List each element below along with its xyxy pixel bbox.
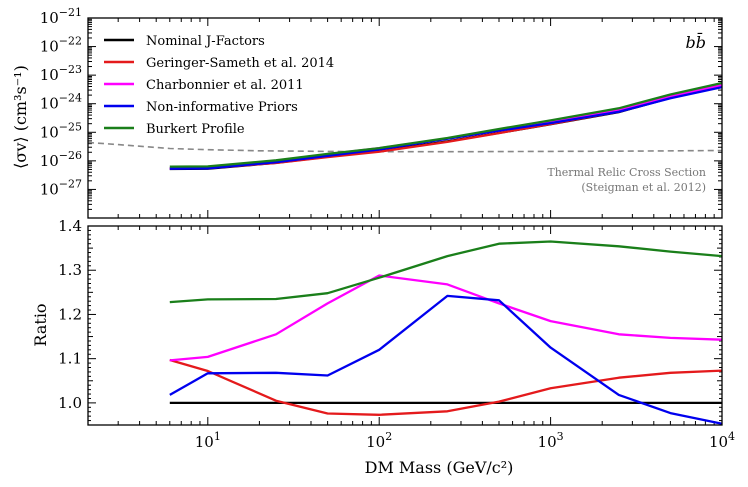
bottom-series-2 bbox=[169, 274, 723, 362]
top-ytick-label: 10−25 bbox=[40, 120, 82, 141]
top-y-axis-label: ⟨σv⟩ (cm³s⁻¹) bbox=[11, 65, 30, 169]
top-ytick-label: 10−23 bbox=[40, 63, 82, 84]
channel-label: bb̄ bbox=[686, 31, 706, 52]
bottom-y-axis-label: Ratio bbox=[31, 303, 50, 346]
legend: Nominal J-Factors Geringer-Sameth et al. … bbox=[104, 34, 334, 137]
bottom-panel-frame bbox=[87, 225, 723, 426]
legend-label: Non-informative Priors bbox=[146, 100, 298, 115]
thermal-relic-line bbox=[87, 141, 723, 153]
bottom-ytick-label: 1.3 bbox=[58, 261, 82, 279]
legend-label: Charbonnier et al. 2011 bbox=[146, 78, 304, 93]
bottom-panel-series bbox=[169, 240, 723, 425]
top-ytick-label: 10−27 bbox=[40, 177, 82, 198]
bottom-series-1 bbox=[169, 358, 723, 416]
thermal-relic-annotation-line-1: Thermal Relic Cross Section bbox=[547, 166, 706, 179]
x-axis-label: DM Mass (GeV/c²) bbox=[365, 458, 514, 477]
x-tick-label: 104 bbox=[709, 430, 735, 451]
x-tick-label: 101 bbox=[195, 430, 221, 451]
x-tick-labels: 101 102 103 104 bbox=[195, 430, 735, 451]
top-ytick-label: 10−22 bbox=[40, 35, 82, 56]
legend-label: Geringer-Sameth et al. 2014 bbox=[146, 56, 334, 71]
top-ytick-label: 10−26 bbox=[40, 149, 82, 170]
top-panel-series bbox=[169, 81, 723, 171]
bottom-series-4 bbox=[169, 240, 723, 304]
legend-label: Burkert Profile bbox=[146, 122, 245, 137]
bottom-ytick-label: 1.0 bbox=[58, 394, 82, 412]
bottom-ytick-label: 1.1 bbox=[58, 350, 82, 368]
bottom-series-3 bbox=[169, 294, 723, 425]
bottom-panel-ytick-labels: 1.0 1.1 1.2 1.3 1.4 bbox=[58, 217, 82, 412]
bottom-ytick-label: 1.4 bbox=[58, 217, 82, 235]
x-tick-label: 102 bbox=[366, 430, 392, 451]
top-panel-frame bbox=[87, 17, 723, 219]
thermal-relic-reference bbox=[87, 141, 723, 153]
bottom-ytick-label: 1.2 bbox=[58, 305, 82, 323]
thermal-relic-annotation-line-2: (Steigman et al. 2012) bbox=[581, 181, 706, 194]
top-ytick-label: 10−21 bbox=[40, 6, 82, 27]
top-ytick-label: 10−24 bbox=[40, 92, 82, 113]
legend-label: Nominal J-Factors bbox=[146, 34, 265, 49]
top-panel-ytick-labels: 10−27 10−26 10−25 10−24 10−23 10−22 10−21 bbox=[40, 6, 82, 198]
x-tick-label: 103 bbox=[538, 430, 564, 451]
top-series-4 bbox=[169, 81, 723, 168]
